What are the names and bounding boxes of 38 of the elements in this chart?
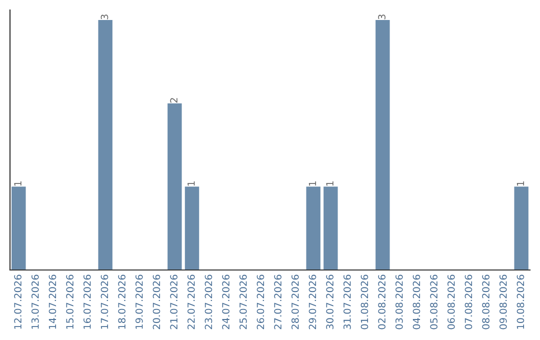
- x-tick-label: 23.07.2026: [204, 274, 212, 330]
- x-tick-label: 30.07.2026: [326, 274, 334, 330]
- x-tick-label: 05.08.2026: [430, 274, 438, 330]
- x-tick-label: 04.08.2026: [412, 274, 420, 330]
- x-tick-label: 03.08.2026: [395, 274, 403, 330]
- x-tick-label: 25.07.2026: [239, 274, 247, 330]
- x-tick-label: 14.07.2026: [48, 274, 56, 329]
- x-tick-label: 19.07.2026: [135, 274, 143, 329]
- x-tick-label: 01.08.2026: [360, 274, 368, 330]
- x-tick-label: 02.08.2026: [378, 274, 386, 330]
- x-tick-label: 20.07.2026: [152, 274, 160, 330]
- x-tick-label: 06.08.2026: [447, 274, 455, 330]
- x-tick-label: 28.07.2026: [291, 274, 299, 330]
- x-tick-label: 26.07.2026: [256, 274, 264, 330]
- data-label: 1: [14, 181, 22, 186]
- x-tick-label: 22.07.2026: [187, 274, 195, 330]
- x-tick-label: 09.08.2026: [499, 274, 507, 330]
- x-tick-label: 08.08.2026: [482, 274, 490, 330]
- x-tick-label: 16.07.2026: [83, 274, 91, 329]
- x-tick-label: 07.08.2026: [464, 274, 472, 330]
- data-label: 3: [378, 14, 386, 20]
- data-label: 1: [326, 181, 334, 186]
- x-tick-label: 21.07.2026: [170, 274, 178, 330]
- data-label: 1: [308, 181, 316, 186]
- data-label: 1: [188, 181, 195, 186]
- x-tick-label: 24.07.2026: [222, 274, 230, 330]
- x-tick-label: 13.07.2026: [31, 274, 39, 329]
- data-label: 1: [516, 181, 524, 186]
- data-label: 3: [100, 14, 108, 20]
- x-tick-label: 12.07.2026: [14, 274, 22, 329]
- x-tick-label: 29.07.2026: [308, 274, 316, 330]
- x-tick-label: 27.07.2026: [274, 274, 282, 330]
- x-tick-label: 17.07.2026: [100, 274, 108, 329]
- x-tick-label: 31.07.2026: [343, 274, 351, 330]
- x-tick-label: 10.08.2026: [516, 274, 524, 329]
- x-tick-label: 15.07.2026: [66, 274, 74, 329]
- x-tick-label: 18.07.2026: [118, 274, 126, 329]
- data-label: 2: [170, 98, 178, 103]
